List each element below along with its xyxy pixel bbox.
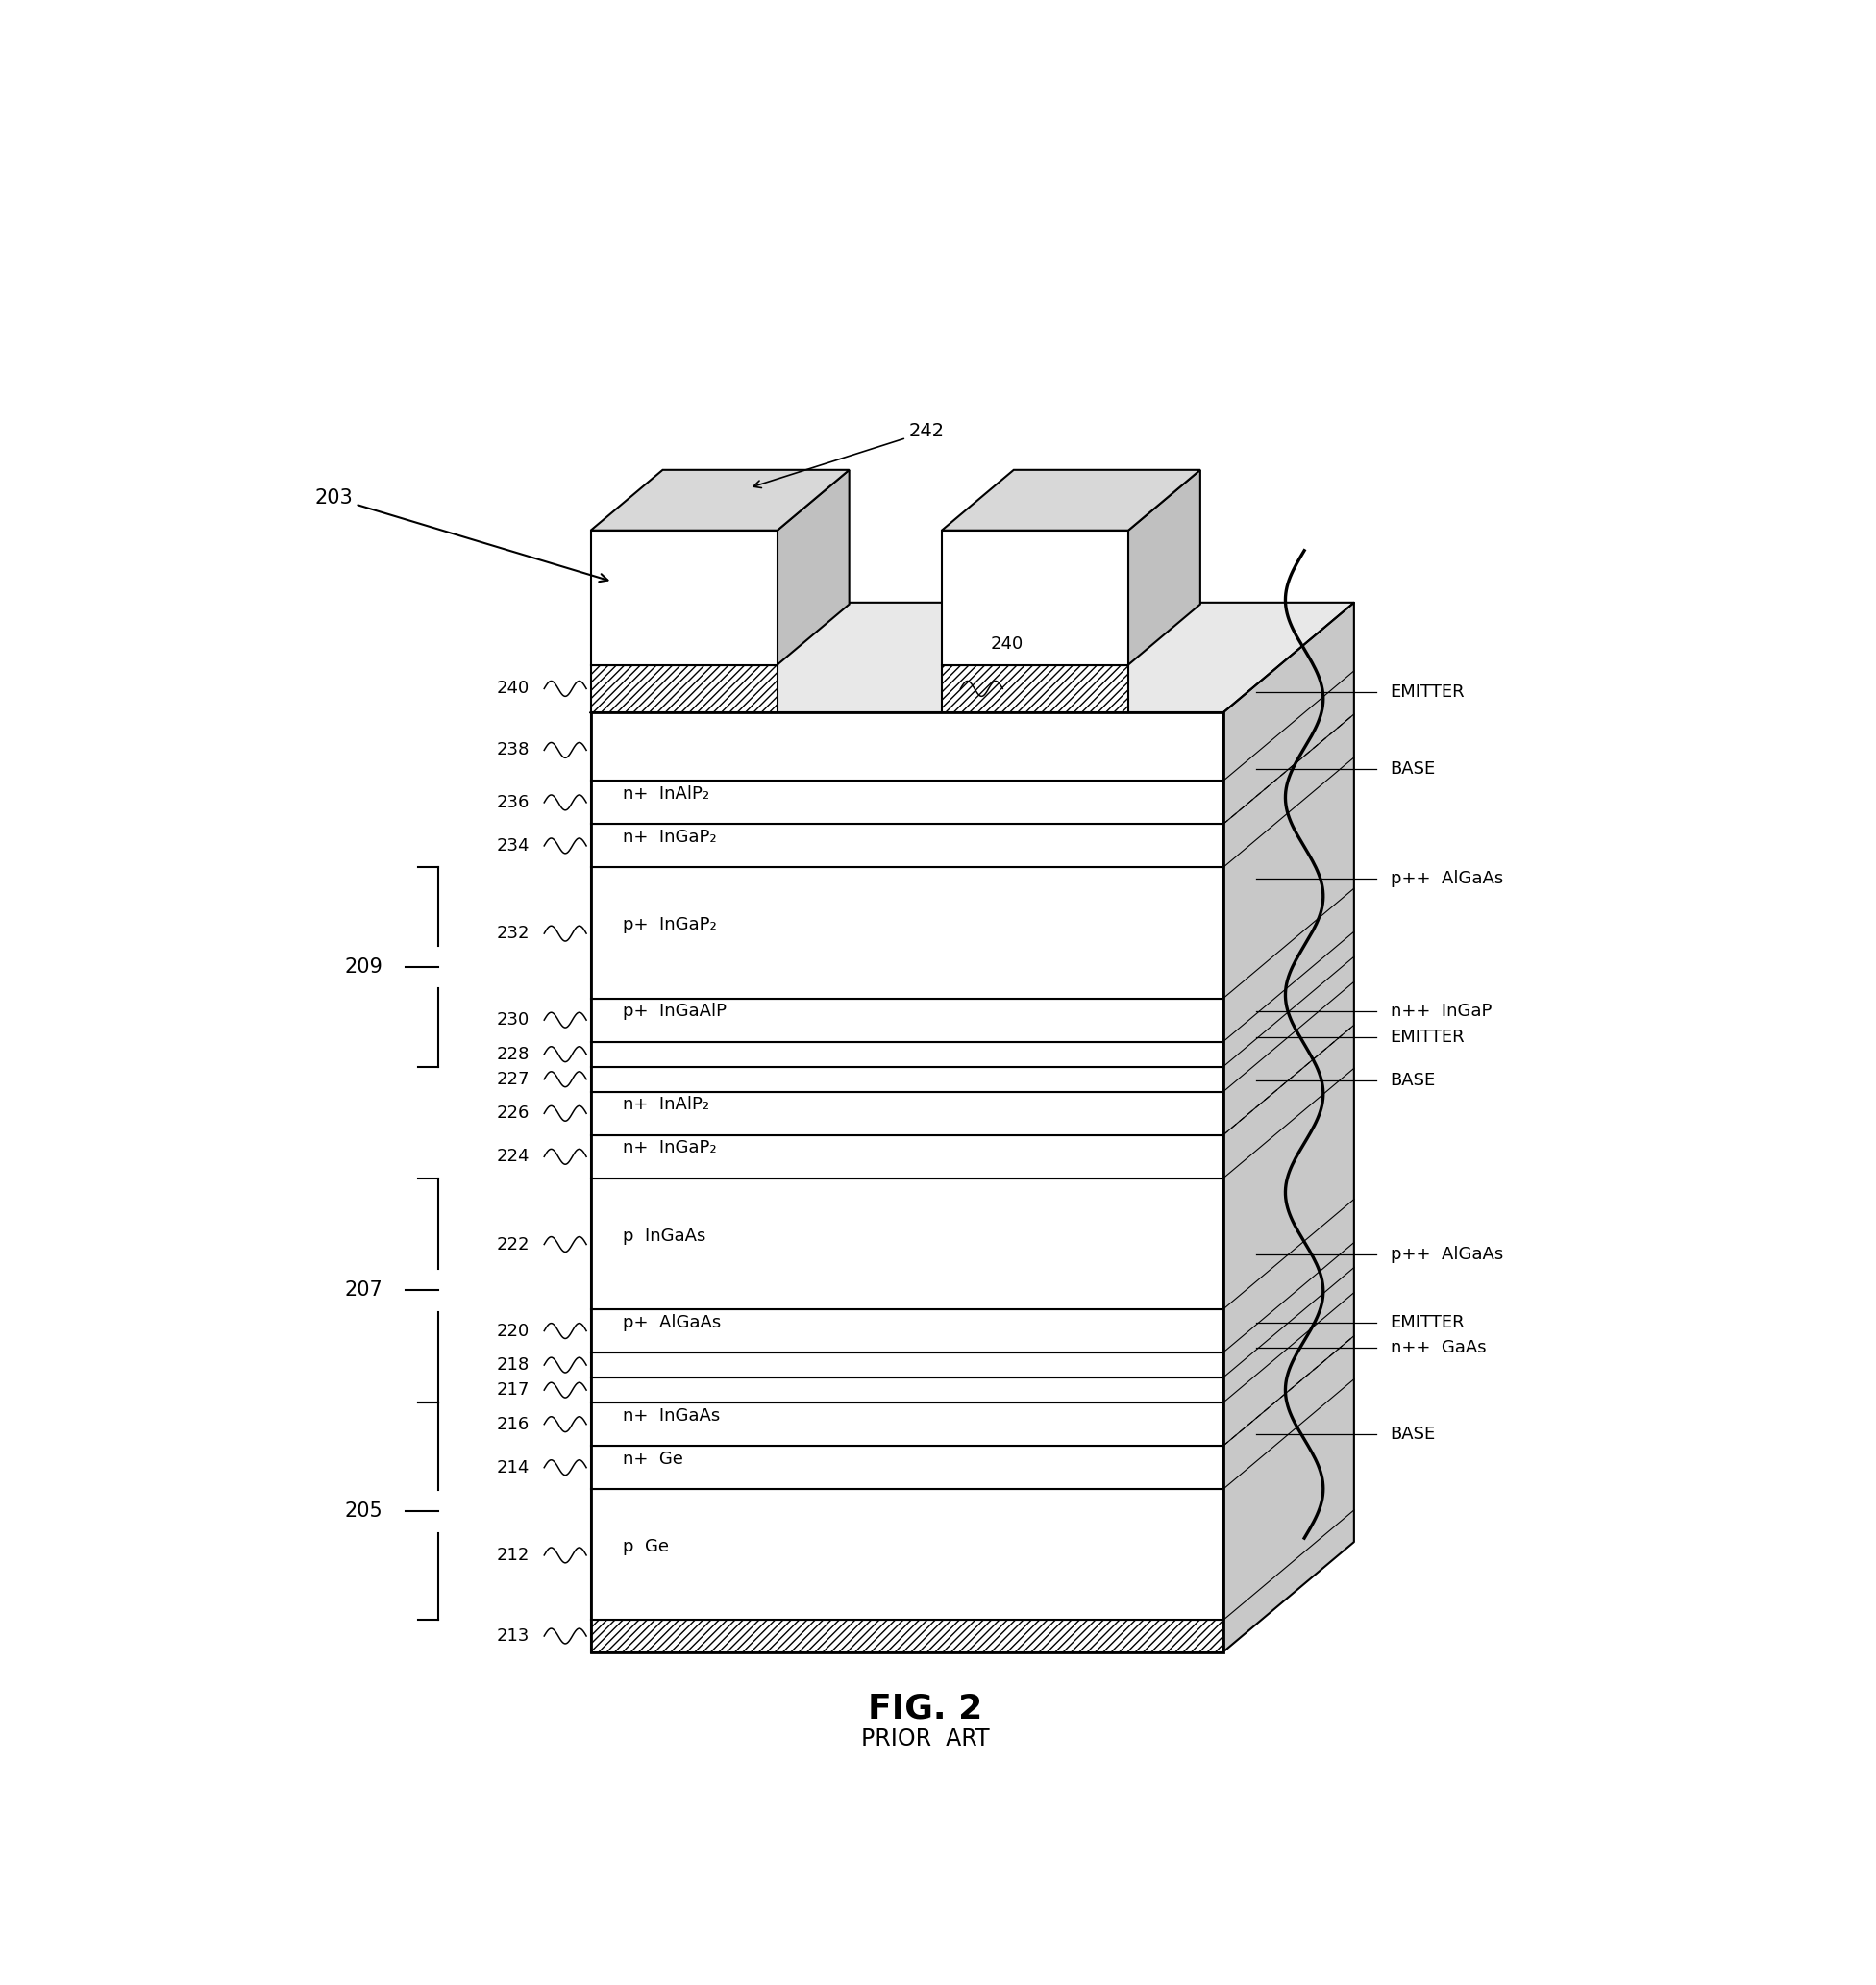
Text: EMITTER: EMITTER <box>1390 1314 1465 1332</box>
Text: 209: 209 <box>345 957 383 977</box>
Text: EMITTER: EMITTER <box>1390 1028 1465 1046</box>
Polygon shape <box>1127 470 1201 665</box>
Text: 234: 234 <box>497 838 529 854</box>
Text: BASE: BASE <box>1390 1425 1435 1443</box>
Polygon shape <box>1223 603 1354 1652</box>
Bar <box>591 1310 1223 1352</box>
Bar <box>591 1135 1223 1179</box>
Text: 238: 238 <box>497 742 529 758</box>
Text: 236: 236 <box>497 794 529 812</box>
Text: p  Ge: p Ge <box>623 1538 670 1554</box>
Text: BASE: BASE <box>1390 760 1435 778</box>
Text: 216: 216 <box>497 1415 529 1433</box>
Text: 240: 240 <box>497 681 529 697</box>
Text: p+  InGaAlP: p+ InGaAlP <box>623 1002 726 1020</box>
Bar <box>591 713 1223 1652</box>
Text: 205: 205 <box>345 1503 383 1521</box>
Text: 224: 224 <box>497 1147 529 1165</box>
Text: 214: 214 <box>497 1459 529 1477</box>
Text: 227: 227 <box>497 1070 529 1088</box>
Text: 207: 207 <box>345 1280 383 1300</box>
Bar <box>591 780 1223 824</box>
Bar <box>942 530 1127 665</box>
Text: n+  InGaAs: n+ InGaAs <box>623 1407 720 1425</box>
Text: 213: 213 <box>497 1628 529 1646</box>
Bar <box>591 530 777 665</box>
Text: n+  InGaP₂: n+ InGaP₂ <box>623 1139 717 1157</box>
Text: 212: 212 <box>497 1546 529 1564</box>
Bar <box>942 665 1127 713</box>
Text: n+  Ge: n+ Ge <box>623 1451 683 1467</box>
Text: 232: 232 <box>497 925 529 943</box>
Text: EMITTER: EMITTER <box>1390 683 1465 701</box>
Bar <box>591 998 1223 1042</box>
Bar <box>591 1066 1223 1092</box>
Text: 230: 230 <box>497 1012 529 1028</box>
Bar <box>591 1042 1223 1066</box>
Bar <box>591 1378 1223 1403</box>
Text: p++  AlGaAs: p++ AlGaAs <box>1390 869 1503 887</box>
Polygon shape <box>591 603 1354 713</box>
Text: 226: 226 <box>497 1106 529 1122</box>
Text: 203: 203 <box>315 488 608 582</box>
Text: n++  InGaP: n++ InGaP <box>1390 1002 1491 1020</box>
Text: 220: 220 <box>497 1322 529 1340</box>
Bar <box>591 665 777 713</box>
Bar <box>591 713 1223 780</box>
Text: PRIOR  ART: PRIOR ART <box>861 1727 989 1751</box>
Polygon shape <box>942 470 1201 530</box>
Bar <box>591 867 1223 998</box>
Bar <box>591 1403 1223 1445</box>
Text: 240: 240 <box>991 635 1024 653</box>
Text: p+  AlGaAs: p+ AlGaAs <box>623 1314 720 1330</box>
Text: p+  InGaP₂: p+ InGaP₂ <box>623 917 717 933</box>
Text: p  InGaAs: p InGaAs <box>623 1227 705 1245</box>
Text: 218: 218 <box>497 1356 529 1374</box>
Text: n+  InAlP₂: n+ InAlP₂ <box>623 1096 709 1114</box>
Text: 217: 217 <box>497 1382 529 1399</box>
Text: p++  AlGaAs: p++ AlGaAs <box>1390 1247 1503 1262</box>
Polygon shape <box>777 470 850 665</box>
Polygon shape <box>591 470 850 530</box>
Text: 228: 228 <box>497 1046 529 1062</box>
Text: FIG. 2: FIG. 2 <box>869 1693 983 1725</box>
Bar <box>591 1092 1223 1135</box>
Text: BASE: BASE <box>1390 1072 1435 1088</box>
Text: n+  InGaP₂: n+ InGaP₂ <box>623 828 717 846</box>
Text: 242: 242 <box>754 423 946 488</box>
Bar <box>591 824 1223 867</box>
Bar <box>591 1445 1223 1489</box>
Bar <box>591 1489 1223 1620</box>
Text: n+  InAlP₂: n+ InAlP₂ <box>623 786 709 802</box>
Bar <box>591 1179 1223 1310</box>
Text: 222: 222 <box>497 1237 529 1253</box>
Bar <box>591 1620 1223 1652</box>
Text: n++  GaAs: n++ GaAs <box>1390 1340 1486 1356</box>
Bar <box>591 1352 1223 1378</box>
